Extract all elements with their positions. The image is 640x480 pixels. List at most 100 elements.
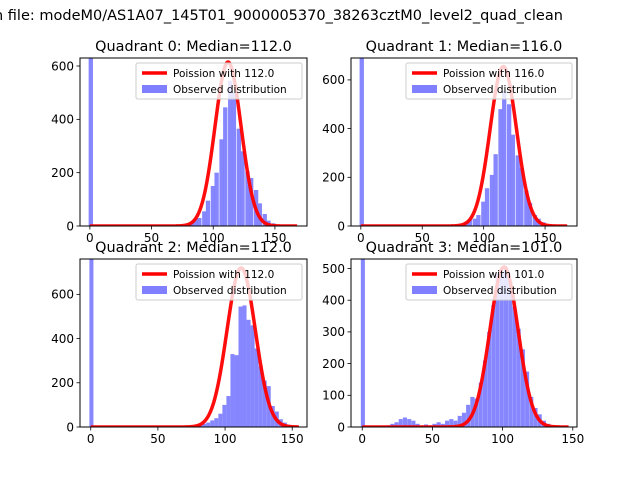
histogram-bars bbox=[360, 259, 551, 427]
y-tick-label: 0 bbox=[337, 219, 345, 233]
histogram-bar bbox=[202, 423, 207, 427]
histogram-bar bbox=[472, 218, 477, 226]
histogram-bar bbox=[246, 319, 251, 427]
legend-box bbox=[135, 62, 303, 100]
histogram-bar bbox=[499, 271, 504, 427]
quadrant-1-panel: 0 50 100 150 0 200 400 600 Quadrant 1: Median=11… bbox=[322, 39, 578, 245]
x-tick-label: 50 bbox=[144, 231, 159, 245]
histogram-bar bbox=[258, 366, 263, 427]
histogram-bar bbox=[262, 380, 267, 427]
histogram-bar bbox=[445, 420, 450, 427]
y-tick-label: 200 bbox=[322, 171, 345, 185]
histogram-bar bbox=[398, 419, 403, 427]
panel-title: Quadrant 1: Median=116.0 bbox=[366, 39, 563, 55]
histogram-bar bbox=[484, 188, 490, 226]
histogram-bar bbox=[476, 215, 481, 226]
histogram-bar bbox=[498, 109, 503, 226]
poisson-curve bbox=[361, 265, 570, 427]
x-tick-label: 0 bbox=[87, 432, 95, 446]
y-tick-label: 0 bbox=[66, 219, 74, 233]
legend-patch-swatch bbox=[412, 286, 437, 294]
legend-box bbox=[405, 62, 573, 100]
histogram-bar bbox=[250, 325, 255, 427]
histogram-bar bbox=[238, 306, 243, 427]
y-tick-label: 600 bbox=[51, 59, 74, 73]
histogram-bar bbox=[506, 104, 512, 226]
legend-box bbox=[405, 263, 573, 301]
histogram-bar bbox=[467, 219, 472, 226]
y-tick-label: 600 bbox=[322, 73, 345, 87]
x-tick-label: 0 bbox=[86, 231, 94, 245]
y-tick-label: 200 bbox=[322, 357, 345, 371]
histogram-bar bbox=[461, 412, 466, 427]
histogram-bars bbox=[88, 58, 276, 226]
histogram-bar bbox=[502, 90, 507, 226]
legend: Poission with 112.0 Observed distribution bbox=[135, 263, 303, 301]
legend: Poission with 112.0 Observed distribution bbox=[135, 62, 303, 100]
histogram-bar bbox=[242, 305, 247, 427]
histogram-bar bbox=[360, 259, 365, 427]
histogram-bar bbox=[236, 128, 241, 226]
histogram-bar bbox=[205, 200, 211, 226]
histogram-bar bbox=[234, 355, 239, 427]
legend-label-poisson: Poission with 112.0 bbox=[173, 68, 274, 80]
x-tick-label: 150 bbox=[534, 231, 557, 245]
legend-label-observed: Observed distribution bbox=[443, 285, 557, 297]
histogram-bar bbox=[482, 360, 488, 427]
y-tick-label: 500 bbox=[322, 262, 345, 276]
quadrant-0-panel: 0 50 100 150 0 200 400 600 Quadrant 0: Median=11… bbox=[51, 39, 308, 245]
x-tick-label: 0 bbox=[357, 231, 365, 245]
legend: Poission with 116.0 Observed distribution bbox=[405, 62, 573, 100]
histogram-bar bbox=[525, 371, 530, 427]
histogram-bar bbox=[240, 151, 245, 226]
histogram-bar bbox=[487, 331, 492, 427]
y-tick-label: 600 bbox=[51, 288, 74, 302]
histogram-bar bbox=[411, 420, 416, 427]
histogram-bar bbox=[510, 134, 515, 226]
axes-frame bbox=[350, 258, 578, 428]
histogram-bar bbox=[359, 58, 364, 226]
x-tick-label: 0 bbox=[358, 432, 366, 446]
y-tick-label: 300 bbox=[322, 325, 345, 339]
panel-title: Quadrant 2: Median=112.0 bbox=[95, 240, 292, 256]
histogram-bar bbox=[489, 174, 495, 226]
legend-patch-swatch bbox=[142, 286, 167, 294]
quadrant-3-panel: 0 50 100 150 0 100 200 300 400 500 Quadrant 3: Med… bbox=[322, 240, 584, 446]
histogram-bar bbox=[457, 415, 462, 427]
x-tick-label: 100 bbox=[214, 432, 237, 446]
histogram-bar bbox=[394, 422, 399, 427]
histogram-bar bbox=[214, 418, 219, 427]
figure-suptitle: n file: modeM0/AS1A07_145T01_9000005370_… bbox=[0, 8, 640, 30]
histogram-bar bbox=[218, 413, 223, 427]
suptitle-text: n file: modeM0/AS1A07_145T01_9000005370_… bbox=[0, 8, 563, 24]
histogram-bars bbox=[359, 58, 550, 226]
histogram-bar bbox=[228, 80, 233, 226]
histogram-bar bbox=[436, 422, 441, 427]
histogram-bar bbox=[407, 419, 412, 427]
histogram-bar bbox=[210, 186, 216, 226]
histogram-bar bbox=[519, 167, 524, 226]
x-tick-label: 100 bbox=[202, 231, 225, 245]
histogram-bar bbox=[529, 396, 534, 427]
axes-frame bbox=[79, 258, 308, 428]
histogram-bar bbox=[214, 172, 219, 226]
histogram-bar bbox=[219, 139, 224, 226]
legend-box bbox=[135, 263, 303, 301]
legend-label-observed: Observed distribution bbox=[443, 84, 557, 96]
histogram-bar bbox=[453, 420, 458, 427]
quadrant-2-panel: 0 50 100 150 0 200 400 600 Quadrant 2: Median=11… bbox=[51, 240, 308, 446]
legend-label-observed: Observed distribution bbox=[173, 84, 287, 96]
poisson-curve bbox=[88, 60, 299, 226]
y-tick-label: 100 bbox=[322, 389, 345, 403]
histogram-bar bbox=[516, 328, 521, 427]
histogram-bar bbox=[262, 214, 267, 226]
y-tick-label: 400 bbox=[51, 113, 74, 127]
histogram-bar bbox=[532, 215, 538, 226]
panel-title: Quadrant 3: Median=101.0 bbox=[366, 240, 563, 256]
histogram-bar bbox=[402, 417, 408, 427]
axes-frame bbox=[79, 57, 308, 227]
panel-title: Quadrant 0: Median=112.0 bbox=[95, 39, 292, 55]
legend-patch-swatch bbox=[142, 85, 167, 93]
legend-label-poisson: Poission with 112.0 bbox=[173, 269, 274, 281]
x-tick-label: 100 bbox=[491, 432, 514, 446]
